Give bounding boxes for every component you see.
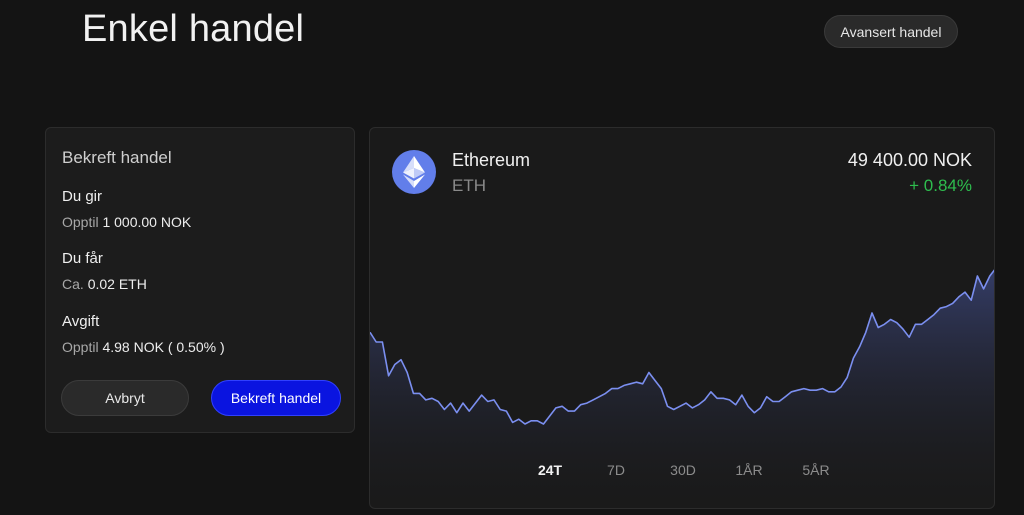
range-tabs: 24T 7D 30D 1ÅR 5ÅR xyxy=(370,462,994,484)
give-prefix: Opptil xyxy=(62,214,99,230)
tab-1ar[interactable]: 1ÅR xyxy=(735,462,763,478)
tab-5ar[interactable]: 5ÅR xyxy=(802,462,830,478)
tab-24t[interactable]: 24T xyxy=(537,462,563,478)
get-prefix: Ca. xyxy=(62,276,84,292)
page-title: Enkel handel xyxy=(82,8,305,50)
get-label: Du får xyxy=(62,250,103,267)
price-chart-card: Ethereum ETH 49 400.00 NOK + 0.84% 24T 7… xyxy=(369,127,995,509)
tab-30d[interactable]: 30D xyxy=(670,462,696,478)
card-title: Bekreft handel xyxy=(62,148,172,167)
get-value-row: Ca. 0.02 ETH xyxy=(62,276,147,292)
asset-price: 49 400.00 NOK xyxy=(847,150,972,170)
fee-amount: 4.98 NOK ( 0.50% ) xyxy=(102,339,225,355)
asset-name: Ethereum xyxy=(452,150,531,170)
fee-value-row: Opptil 4.98 NOK ( 0.50% ) xyxy=(62,339,225,355)
cancel-button[interactable]: Avbryt xyxy=(61,380,189,416)
price-line xyxy=(370,269,994,425)
asset-ticker: ETH xyxy=(452,176,486,195)
asset-change: + 0.84% xyxy=(909,176,972,195)
tab-7d[interactable]: 7D xyxy=(607,462,625,478)
get-amount: 0.02 ETH xyxy=(87,276,147,292)
price-chart xyxy=(370,269,994,508)
confirm-trade-button[interactable]: Bekreft handel xyxy=(211,380,341,416)
fee-label: Avgift xyxy=(62,313,100,330)
advanced-trade-button[interactable]: Avansert handel xyxy=(824,15,958,48)
give-label: Du gir xyxy=(62,188,103,205)
give-amount: 1 000.00 NOK xyxy=(102,214,192,230)
price-area-fill xyxy=(370,270,994,508)
ethereum-icon xyxy=(392,150,436,194)
confirm-trade-card: Bekreft handel Du gir Opptil 1 000.00 NO… xyxy=(45,127,355,433)
give-value-row: Opptil 1 000.00 NOK xyxy=(62,214,191,230)
fee-prefix: Opptil xyxy=(62,339,99,355)
